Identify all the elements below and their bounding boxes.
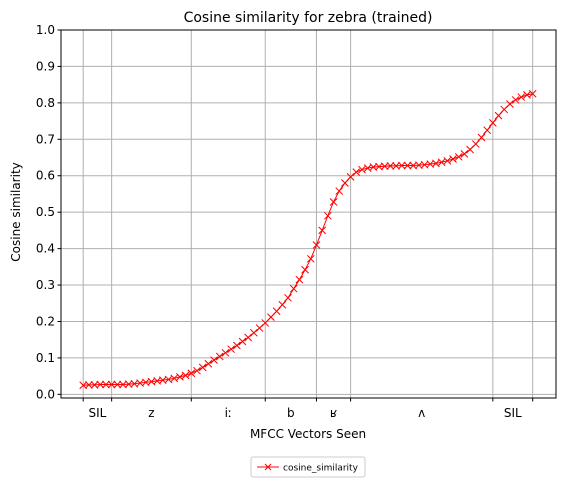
data-point: [312, 241, 321, 249]
data-point: [494, 111, 503, 120]
data-point: [323, 211, 332, 220]
data-point: [437, 158, 446, 167]
data-point: [232, 341, 241, 350]
y-tick-label: 0.2: [36, 314, 55, 328]
data-point: [215, 352, 224, 361]
data-point: [511, 96, 520, 104]
data-point: [443, 156, 452, 165]
data-point: [176, 373, 184, 381]
data-point: [85, 381, 93, 389]
data-point: [403, 161, 412, 170]
data-point: [454, 152, 463, 161]
data-point: [289, 284, 298, 293]
data-point: [471, 140, 480, 148]
data-point: [244, 333, 253, 342]
legend: cosine_similarity: [250, 456, 366, 478]
y-tick-label: 0.8: [36, 96, 55, 110]
y-tick-label: 0.7: [36, 132, 55, 146]
data-point: [221, 348, 230, 357]
legend-box: [250, 456, 366, 478]
y-tick-label: 1.0: [36, 23, 55, 37]
x-tick-label: ʌ: [418, 406, 425, 420]
data-point: [278, 300, 287, 309]
chart-title: Cosine similarity for zebra (trained): [184, 10, 433, 26]
data-point: [329, 198, 338, 206]
data-point: [250, 328, 258, 337]
data-point: [107, 380, 116, 389]
data-point: [335, 187, 344, 195]
data-point: [460, 150, 469, 158]
y-axis-label: Cosine similarity: [9, 162, 23, 261]
data-point: [301, 265, 309, 274]
data-point: [506, 100, 514, 108]
x-axis-ticks: SIL z iː b ʁ ʌ SIL: [82, 398, 534, 420]
data-point: [306, 254, 315, 263]
data-point: [284, 293, 292, 302]
data-point: [181, 371, 190, 380]
x-tick-label: iː: [225, 406, 232, 420]
data-point: [488, 119, 497, 127]
x-tick-label: z: [148, 406, 154, 420]
y-tick-label: 0.9: [36, 59, 55, 73]
data-point: [346, 172, 355, 181]
data-point: [352, 168, 361, 176]
y-tick-label: 0.4: [36, 242, 55, 256]
data-point: [272, 307, 281, 316]
data-point: [295, 275, 304, 284]
y-tick-label: 0.0: [36, 387, 55, 401]
data-point: [227, 345, 235, 354]
data-point: [517, 93, 526, 101]
data-point: [449, 155, 457, 163]
x-axis-label: MFCC Vectors Seen: [250, 427, 366, 441]
data-point: [238, 337, 247, 346]
data-point: [358, 165, 366, 174]
data-point: [193, 366, 201, 375]
y-tick-label: 0.1: [36, 351, 55, 365]
data-point: [204, 359, 213, 368]
y-tick-label: 0.3: [36, 278, 55, 292]
y-axis-ticks: 0.0 0.1 0.2 0.3 0.4 0.5 0.6 0.7 0.8 0.9 1.0: [36, 23, 61, 401]
data-point: [96, 380, 105, 389]
legend-marker: [264, 463, 272, 471]
data-point: [210, 356, 218, 364]
y-tick-label: 0.6: [36, 169, 55, 183]
data-point: [386, 162, 395, 170]
data-point: [187, 369, 196, 378]
data-point: [170, 374, 179, 383]
x-tick-label: SIL: [504, 406, 522, 420]
plot-frame: [60, 29, 557, 399]
y-tick-label: 0.5: [36, 205, 55, 219]
legend-label: cosine_similarity: [283, 464, 359, 474]
data-point: [477, 133, 486, 142]
data-point: [483, 126, 492, 135]
x-tick-label: SIL: [88, 406, 106, 420]
series-layer: [79, 89, 537, 390]
data-point: [198, 363, 207, 372]
data-point: [341, 179, 349, 187]
data-point: [397, 161, 406, 170]
data-point: [528, 89, 537, 98]
data-point: [318, 226, 327, 235]
x-tick-label: ʁ: [330, 406, 337, 420]
data-point: [102, 380, 110, 389]
x-tick-label: b: [287, 406, 295, 420]
data-point: [113, 380, 122, 389]
